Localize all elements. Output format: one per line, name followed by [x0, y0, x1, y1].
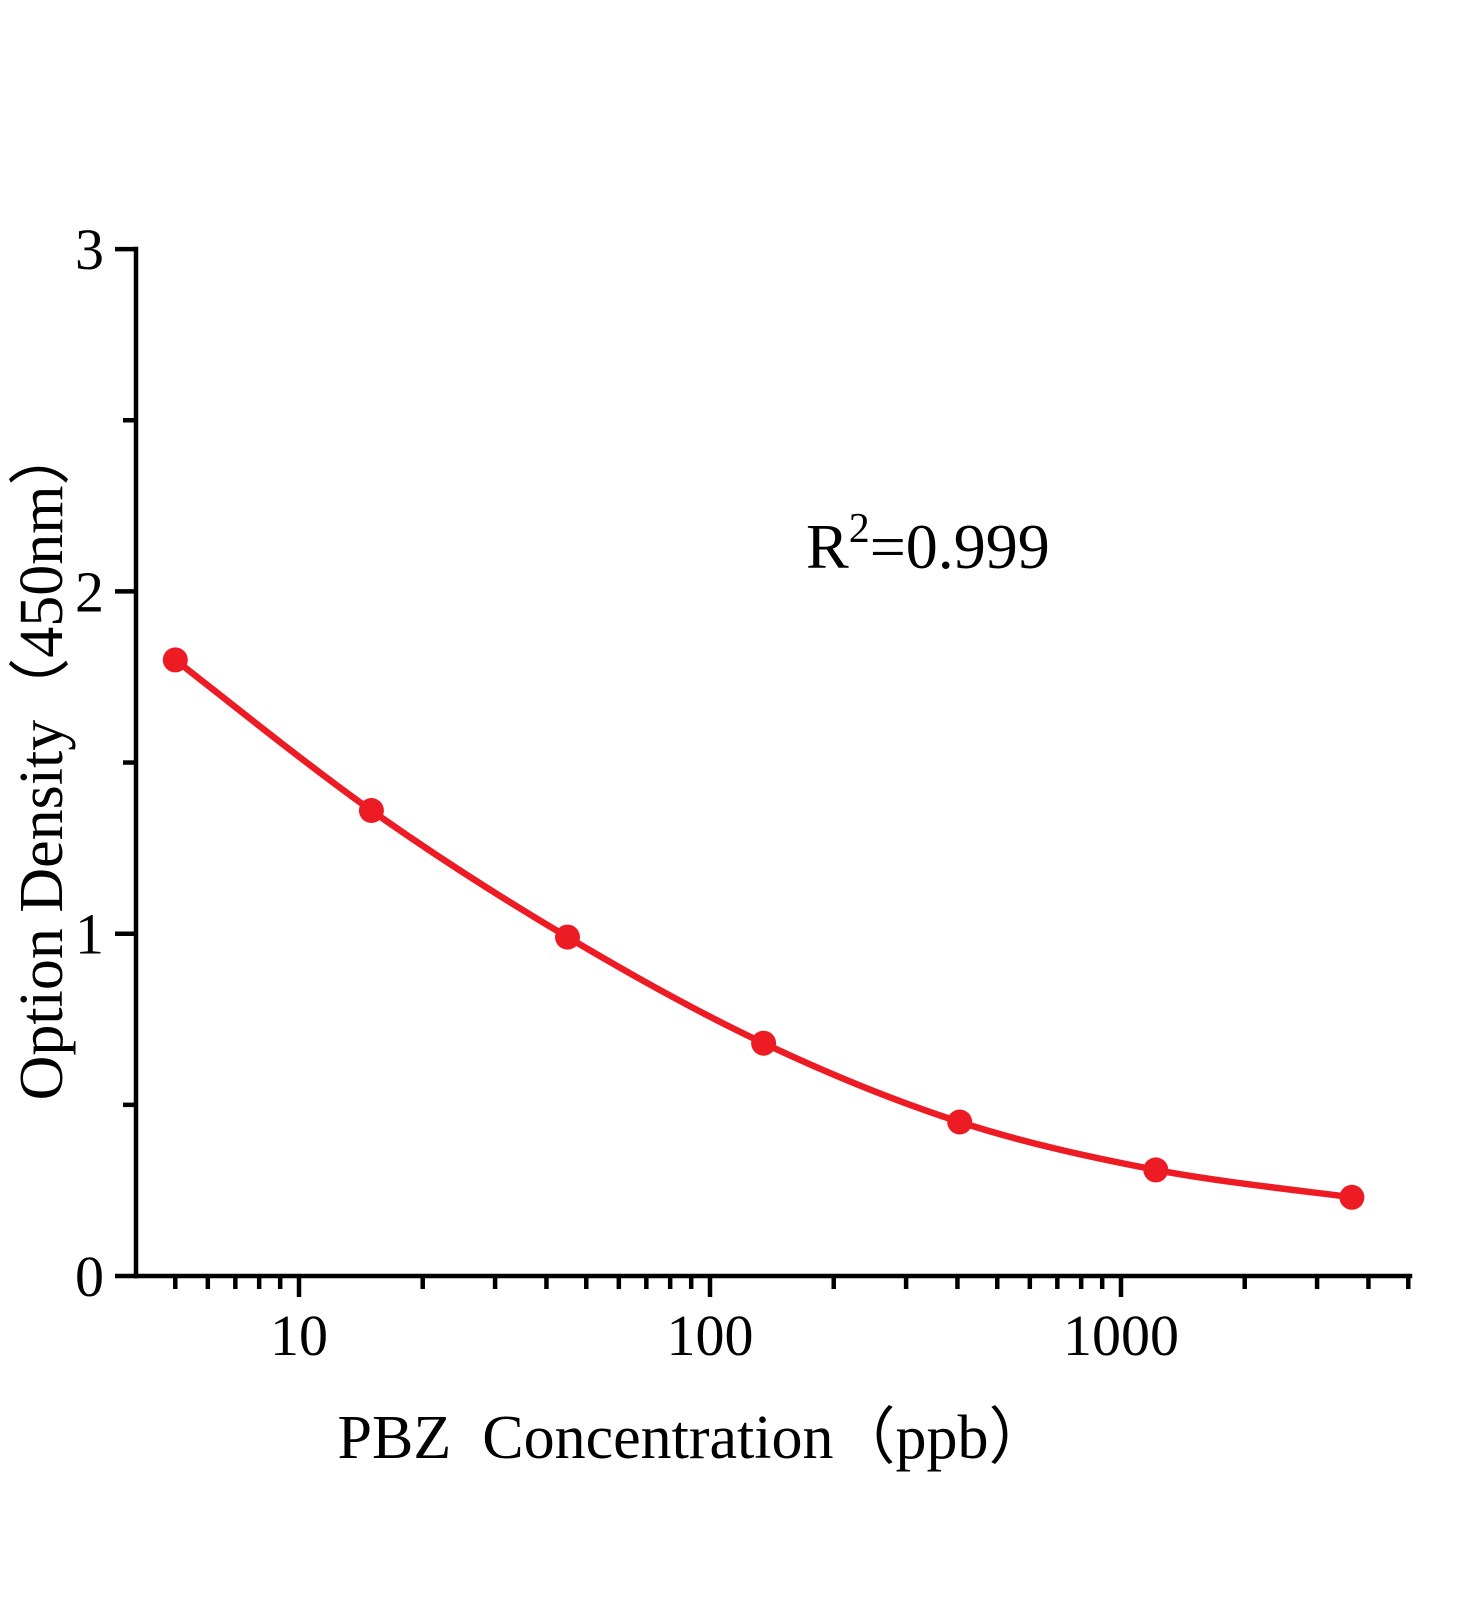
y-tick-label: 2: [75, 559, 104, 624]
data-point-marker: [1143, 1157, 1169, 1183]
data-point-marker: [1339, 1184, 1365, 1210]
y-axis-ticks: [115, 246, 136, 1279]
y-axis-title: Option Density（450nm）: [8, 424, 76, 1101]
x-axis-ticks: [173, 1276, 1411, 1297]
x-tick-label: 100: [667, 1303, 754, 1368]
y-tick-label: 0: [75, 1244, 104, 1309]
r-squared-annotation: R2=0.999: [806, 506, 1050, 582]
x-tick-labels: 10 100 1000: [270, 1303, 1179, 1368]
data-point-marker: [162, 647, 188, 673]
x-tick-label: 1000: [1063, 1303, 1179, 1368]
data-point-marker: [751, 1030, 777, 1056]
data-point-marker: [555, 924, 580, 950]
x-axis-title: PBZ Concentration（ppb）: [338, 1404, 1051, 1472]
y-tick-labels: 0 1 2 3: [75, 217, 104, 1309]
data-points: [162, 647, 1365, 1210]
data-point-marker: [358, 798, 384, 823]
y-tick-label: 3: [75, 217, 104, 282]
x-tick-label: 10: [270, 1303, 328, 1368]
data-point-marker: [947, 1109, 973, 1135]
y-tick-label: 1: [75, 902, 104, 967]
standard-curve-line: [173, 657, 1353, 1201]
axes: [133, 246, 1413, 1279]
